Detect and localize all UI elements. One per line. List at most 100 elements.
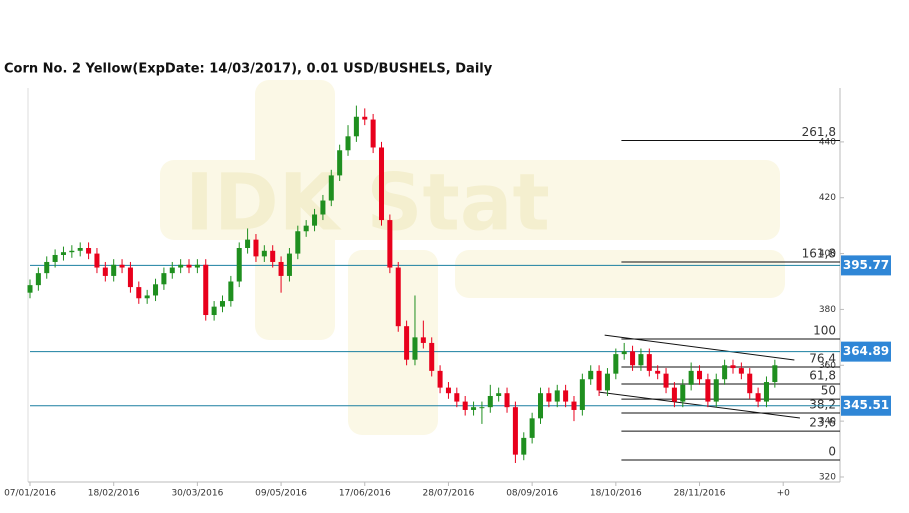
candle-body bbox=[646, 354, 652, 371]
candle-body bbox=[663, 373, 669, 388]
candle-body bbox=[328, 175, 334, 201]
candle-body bbox=[738, 368, 744, 374]
watermark-shape bbox=[455, 250, 785, 298]
candle-body bbox=[420, 337, 426, 343]
candle-body bbox=[697, 370, 703, 380]
candle-body bbox=[219, 301, 225, 307]
candle-body bbox=[638, 354, 644, 366]
candle-body bbox=[454, 393, 460, 402]
candle-body bbox=[387, 220, 393, 268]
candle-body bbox=[688, 370, 694, 385]
x-tick-label: 07/01/2016 bbox=[4, 489, 56, 499]
candle-body bbox=[596, 370, 602, 391]
x-tick-label: 17/06/2016 bbox=[339, 489, 391, 499]
candle-body bbox=[571, 401, 577, 410]
price-level-label: 345.51 bbox=[843, 398, 889, 412]
candle-body bbox=[337, 150, 343, 176]
y-tick-label: 340 bbox=[819, 417, 836, 427]
fib-label: 261,8 bbox=[802, 125, 836, 139]
candle-body bbox=[86, 248, 92, 254]
candle-body bbox=[412, 337, 418, 360]
watermark-shape bbox=[348, 250, 438, 435]
fib-label: 23,6 bbox=[809, 416, 836, 430]
candle-body bbox=[370, 119, 376, 148]
candle-body bbox=[613, 354, 619, 374]
y-tick-label: 380 bbox=[819, 305, 836, 315]
candle-body bbox=[144, 295, 150, 299]
candle-body bbox=[487, 395, 493, 408]
candle-body bbox=[153, 284, 159, 296]
candle-body bbox=[60, 252, 66, 255]
candle-body bbox=[504, 393, 510, 408]
trendline bbox=[599, 391, 801, 419]
candle-body bbox=[621, 351, 627, 355]
candle-body bbox=[27, 285, 33, 293]
candle-body bbox=[102, 267, 108, 276]
candle-body bbox=[194, 264, 200, 268]
candle-body bbox=[429, 342, 435, 371]
candle-body bbox=[671, 387, 677, 402]
candle-body bbox=[630, 351, 636, 366]
fib-label: 100 bbox=[813, 324, 836, 338]
y-tick-label: 400 bbox=[819, 249, 836, 259]
candle-body bbox=[94, 253, 100, 268]
candle-body bbox=[35, 273, 41, 286]
candle-body bbox=[295, 231, 301, 254]
candle-body bbox=[437, 370, 443, 388]
candle-body bbox=[705, 379, 711, 402]
candle-body bbox=[111, 264, 117, 276]
candle-body bbox=[378, 147, 385, 221]
candle-body bbox=[521, 437, 527, 455]
candle-body bbox=[353, 116, 359, 137]
fib-label: 61,8 bbox=[809, 368, 836, 382]
candle-body bbox=[253, 239, 259, 257]
candle-body bbox=[52, 254, 58, 262]
candle-body bbox=[77, 248, 83, 251]
candle-body bbox=[404, 326, 410, 360]
candle-body bbox=[245, 239, 251, 249]
candle-body bbox=[763, 382, 769, 402]
x-tick-label: 18/10/2016 bbox=[590, 489, 642, 499]
candle-body bbox=[178, 264, 184, 268]
fib-label: 0 bbox=[828, 444, 836, 458]
x-tick-label: 30/03/2016 bbox=[171, 489, 223, 499]
y-tick-label: 320 bbox=[819, 472, 836, 482]
candle-body bbox=[680, 384, 686, 402]
candle-body bbox=[261, 250, 267, 257]
candle-body bbox=[537, 393, 544, 419]
candle-body bbox=[236, 248, 242, 282]
y-tick-label: 420 bbox=[819, 193, 836, 203]
x-tick-label: 09/05/2016 bbox=[255, 489, 307, 499]
fib-label: 161,8 bbox=[802, 246, 836, 260]
candle-body bbox=[312, 214, 318, 226]
candle-body bbox=[186, 264, 192, 268]
watermark: IDK Stat bbox=[185, 158, 550, 248]
x-tick-label: 28/11/2016 bbox=[674, 489, 726, 499]
price-level-box bbox=[841, 341, 891, 362]
candle-body bbox=[119, 264, 125, 268]
fib-label: 76,4 bbox=[809, 351, 836, 365]
fib-label: 38,2 bbox=[809, 398, 836, 412]
candle-body bbox=[772, 365, 778, 383]
candle-body bbox=[270, 250, 276, 262]
price-level-label: 395.77 bbox=[843, 258, 889, 272]
candle-body bbox=[462, 401, 468, 410]
chart-title: Corn No. 2 Yellow(ExpDate: 14/03/2017), … bbox=[4, 62, 493, 77]
candle-body bbox=[471, 407, 477, 410]
price-level-box bbox=[841, 255, 891, 276]
x-tick-label: 28/07/2016 bbox=[423, 489, 475, 499]
candle-body bbox=[730, 365, 736, 369]
candle-body bbox=[303, 225, 309, 232]
candle-body bbox=[136, 287, 142, 299]
candle-body bbox=[604, 373, 610, 391]
y-tick-label: 360 bbox=[819, 361, 836, 371]
candle-body bbox=[588, 370, 594, 380]
candle-body bbox=[479, 407, 485, 409]
candle-body bbox=[554, 390, 560, 402]
candle-body bbox=[713, 379, 719, 402]
candle-body bbox=[755, 393, 761, 402]
y-tick-label: 440 bbox=[819, 137, 836, 147]
candle-body bbox=[546, 393, 552, 402]
candle-body bbox=[362, 116, 368, 120]
